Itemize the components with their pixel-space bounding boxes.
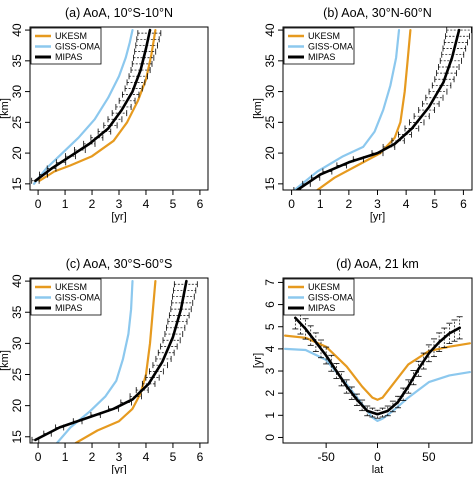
y-tick-label: 6 [263,301,277,308]
plot-frame [282,26,473,191]
y-axis-label: [km] [0,98,11,119]
x-tick-label: 50 [422,450,436,464]
legend-label: UKESM [55,282,87,292]
plot-frame [29,277,209,444]
y-tick-label: 15 [263,177,277,191]
plot-frame [282,277,473,444]
x-tick-label: 1 [317,197,324,211]
y-tick-label: 5 [263,323,277,330]
y-tick-label: 15 [10,177,24,191]
y-tick-label: 40 [10,274,24,288]
panel-4: (d) AoA, 21 km -50 0 50 0 1 2 3 4 5 6 7 lat [yr] UKESM… [252,257,473,476]
plot-frame [29,26,209,191]
x-tick-label: 5 [170,450,177,464]
x-tick-label: 3 [116,450,123,464]
x-tick-label: 2 [89,197,96,211]
legend-label: MIPAS [55,52,82,62]
legend-label: UKESM [308,31,340,41]
panel-title: (c) AoA, 30°S-60°S [66,257,173,271]
series-line-mipas [34,279,188,442]
series-line-ukesm [38,29,157,182]
legend-label: UKESM [55,31,87,41]
y-axis-label: [km] [252,98,264,119]
series-line-giss-oma [32,29,134,185]
y-tick-label: 4 [263,345,277,352]
x-tick-label: 6 [197,197,204,211]
y-tick-label: 25 [10,368,24,382]
x-tick-label: 0 [288,197,295,211]
x-tick-label: 3 [374,197,381,211]
x-tick-label: 3 [116,197,123,211]
y-tick-label: 3 [263,367,277,374]
panel-1: (a) AoA, 10°S-10°N 0 1 2 3 4 5 6 15 20 25 30 35 40 [yr… [0,6,209,223]
y-tick-label: 35 [263,54,277,68]
legend-label: MIPAS [308,303,335,313]
x-tick-label: 0 [35,450,42,464]
y-tick-label: 30 [10,336,24,350]
panel-title: (a) AoA, 10°S-10°N [65,6,173,20]
x-axis-label: [yr] [111,211,126,223]
y-tick-label: 1 [263,412,277,419]
x-tick-label: 1 [62,197,69,211]
y-tick-label: 40 [263,23,277,37]
x-tick-label: 0 [374,450,381,464]
x-tick-label: 6 [460,197,467,211]
x-axis-label: [yr] [111,464,126,474]
x-tick-label: -50 [317,450,335,464]
x-axis-label: lat [372,464,384,474]
legend-label: GISS-OMA [55,42,100,52]
legend-label: GISS-OMA [308,42,353,52]
y-axis-label: [yr] [252,353,264,368]
x-tick-label: 2 [89,450,96,464]
y-tick-label: 30 [263,85,277,99]
x-tick-label: 4 [143,197,150,211]
y-axis-label: [km] [0,350,11,371]
series-line-giss-oma [293,29,401,190]
y-tick-label: 35 [10,305,24,319]
x-axis-label: [yr] [370,211,385,223]
y-tick-label: 7 [263,279,277,286]
series-line-mipas [34,28,152,183]
x-tick-label: 5 [170,197,177,211]
x-tick-label: 2 [346,197,353,211]
panel-title: (b) AoA, 30°N-60°N [323,6,432,20]
y-tick-label: 25 [263,115,277,129]
y-tick-label: 0 [263,434,277,441]
legend-label: GISS-OMA [55,293,100,303]
x-tick-label: 6 [197,450,204,464]
x-tick-label: 4 [143,450,150,464]
y-tick-label: 40 [10,23,24,37]
legend-label: MIPAS [55,303,82,313]
y-tick-label: 35 [10,54,24,68]
panel-3: (c) AoA, 30°S-60°S 0 1 2 3 4 5 6 15 20 25 30 35 40 [yr… [0,257,209,476]
legend-label: GISS-OMA [308,293,353,303]
y-tick-label: 25 [10,115,24,129]
panel-2: (b) AoA, 30°N-60°N 0 1 2 3 4 5 6 15 20 25 30 35 40 [yr… [252,6,473,223]
legend-label: UKESM [308,282,340,292]
x-tick-label: 4 [403,197,410,211]
series-line-mipas [295,28,461,190]
y-tick-label: 2 [263,390,277,397]
panel-title: (d) AoA, 21 km [336,257,419,271]
y-tick-label: 15 [10,430,24,444]
y-tick-label: 20 [10,146,24,160]
x-tick-label: 5 [431,197,438,211]
x-tick-label: 1 [62,450,69,464]
y-tick-label: 20 [263,146,277,160]
x-tick-label: 0 [35,197,42,211]
series-line-mipas [293,316,462,416]
y-tick-label: 20 [10,399,24,413]
series-line-ukesm [316,29,412,190]
legend-label: MIPAS [308,52,335,62]
y-tick-label: 30 [10,85,24,99]
